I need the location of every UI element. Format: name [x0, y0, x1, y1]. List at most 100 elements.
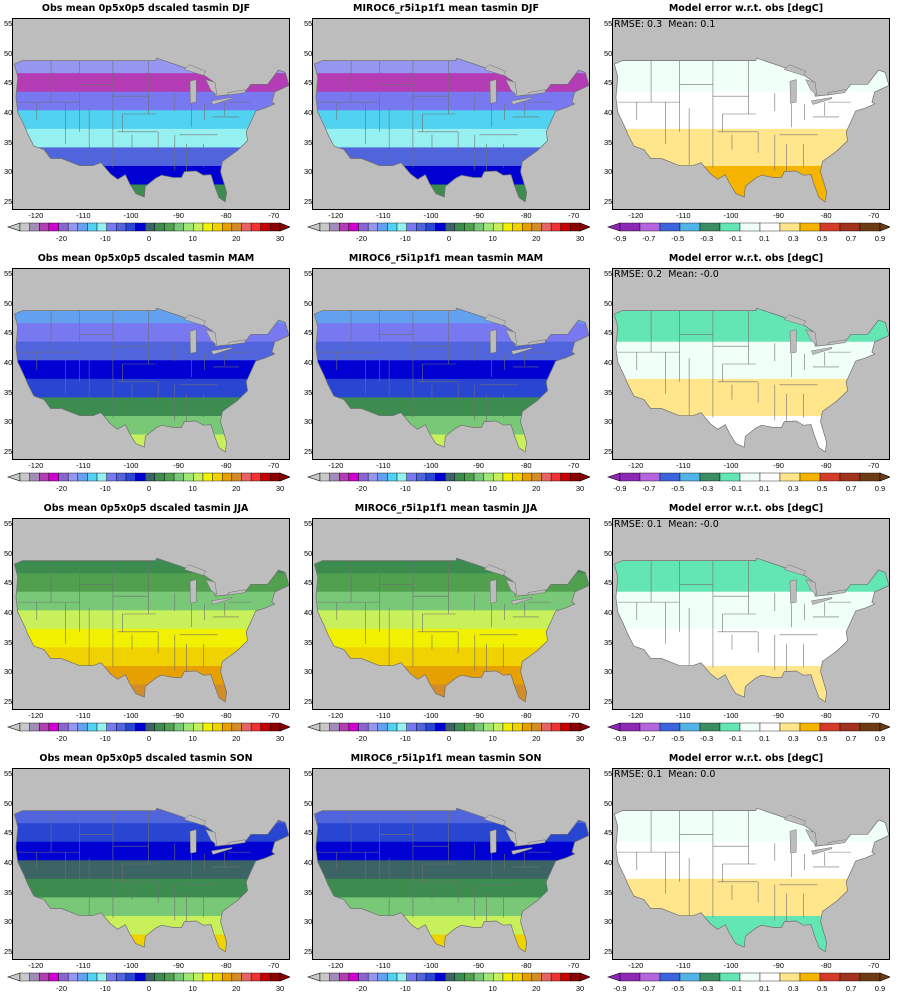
great-lake	[189, 329, 197, 354]
colorbar-tick-label: -20	[56, 484, 68, 493]
colorbar-swatch	[550, 222, 561, 232]
colorbar-swatch	[759, 472, 781, 482]
temperature-band	[314, 573, 589, 593]
colorbar-tick-label: 0.7	[845, 484, 857, 493]
error-stats: RMSE: 0.3 Mean: 0.1	[614, 19, 716, 30]
temperature-band	[314, 378, 589, 399]
colorbar-swatch	[659, 222, 681, 232]
colorbar-swatch	[231, 222, 242, 232]
colorbar-swatch	[679, 722, 701, 732]
temperature-band	[314, 434, 589, 452]
latitude-tick-label: 35	[604, 387, 613, 397]
map-svg	[613, 57, 889, 203]
colorbar-left-arrow	[307, 972, 321, 982]
temperature-colorbar	[307, 472, 590, 482]
colorbar-swatch	[48, 722, 59, 732]
colorbar-swatch	[19, 972, 30, 982]
colorbar-swatch	[444, 472, 456, 482]
map-panel-err: Model error w.r.t. obs [degC] RMSE: 0.3 M…	[602, 2, 890, 250]
colorbar-swatch	[541, 222, 552, 232]
colorbar-swatch	[77, 472, 88, 482]
colorbar-swatch	[116, 472, 127, 482]
longitude-tick-label: -110	[376, 961, 391, 970]
great-lake	[527, 839, 546, 846]
map-panel-model: MIROC6_r5i1p1f1 mean tasmin JJA 55 50 45 40 3…	[302, 502, 590, 750]
longitude-tick-label: -100	[423, 961, 439, 970]
latitude-tick-label: 25	[4, 947, 13, 957]
colorbar-tick-label: 0	[446, 234, 452, 243]
temperature-colorbar	[7, 722, 290, 732]
colorbar-swatch	[531, 472, 542, 482]
colorbar-swatch	[116, 222, 127, 232]
longitude-tick-label: -90	[473, 711, 484, 720]
colorbar-tick-label: 30	[575, 984, 585, 993]
colorbar-swatch	[483, 472, 494, 482]
colorbar-swatch	[39, 472, 50, 482]
latitude-tick-label: 45	[4, 328, 13, 338]
country-outline	[313, 57, 589, 203]
colorbar-swatch	[202, 472, 213, 482]
latitude-tick-label: 40	[604, 608, 613, 617]
colorbar-tick-label: -0.9	[613, 234, 627, 243]
panel-title: MIROC6_r5i1p1f1 mean tasmin SON	[350, 753, 542, 764]
latitude-tick-label: 55	[604, 18, 613, 28]
colorbar-tick-label: -20	[356, 984, 368, 993]
colorbar-swatch	[406, 472, 417, 482]
colorbar-swatch	[550, 472, 561, 482]
colorbar-swatch	[679, 222, 701, 232]
latitude-tick-label: 35	[4, 137, 13, 147]
error-band	[614, 378, 889, 417]
colorbar-swatch	[319, 472, 330, 482]
latitude-tick-label: 30	[604, 917, 613, 927]
great-lake	[511, 847, 533, 855]
temperature-colorbar	[7, 472, 290, 482]
colorbar-swatch	[77, 722, 88, 732]
colorbar-tick-label: 0.1	[759, 984, 770, 993]
latitude-tick-label: 45	[4, 78, 13, 88]
latitude-tick-label: 35	[604, 887, 613, 897]
latitude-tick-label: 40	[304, 108, 313, 117]
great-lake	[183, 564, 207, 576]
colorbar-swatch	[560, 722, 571, 732]
temperature-band	[314, 360, 589, 380]
country-outline	[613, 57, 889, 203]
colorbar-swatch	[396, 222, 407, 232]
panel-title: Obs mean 0p5x0p5 dscaled tasmin SON	[39, 753, 253, 764]
colorbar-swatch	[435, 722, 446, 732]
longitude-tick-label: -90	[173, 711, 184, 720]
colorbar-swatch	[144, 722, 156, 732]
longitude-tick-label: -100	[123, 711, 139, 720]
longitude-tick-label: -70	[568, 461, 580, 470]
latitude-tick-label: 40	[304, 858, 313, 867]
latitude-tick-label: 45	[604, 828, 613, 838]
colorbar-swatch	[125, 722, 136, 732]
colorbar-tick-label: 0.1	[759, 234, 770, 243]
colorbar-swatch	[759, 722, 781, 732]
latitude-tick-label: 50	[4, 298, 13, 308]
colorbar-tick-label: -10	[99, 984, 111, 993]
colorbar-swatch	[87, 472, 98, 482]
temperature-band	[14, 860, 289, 880]
temperature-band	[14, 934, 289, 952]
colorbar-swatch	[202, 972, 213, 982]
colorbar-tick-label: 10	[188, 484, 197, 493]
colorbar-swatch	[679, 472, 701, 482]
longitude-tick-label: -110	[676, 211, 691, 220]
colorbar-swatch	[212, 472, 223, 482]
map-svg	[613, 557, 889, 703]
great-lake	[227, 839, 246, 846]
colorbar-swatch	[512, 722, 523, 732]
colorbar-swatch	[739, 722, 761, 732]
colorbar-swatch	[502, 722, 513, 732]
longitude-tick-label: -120	[328, 961, 344, 970]
colorbar-swatch	[348, 972, 359, 982]
colorbar-tick-label: 20	[232, 734, 241, 743]
colorbar-swatch	[739, 222, 761, 232]
colorbar-tick-label: -0.1	[729, 484, 743, 493]
colorbar-swatch	[125, 222, 136, 232]
latitude-tick-label: 50	[304, 798, 313, 808]
longitude-tick-label: -70	[868, 461, 880, 470]
latitude-tick-label: 25	[304, 447, 313, 457]
colorbar-swatch	[560, 472, 571, 482]
longitude-tick-label: -110	[376, 711, 391, 720]
